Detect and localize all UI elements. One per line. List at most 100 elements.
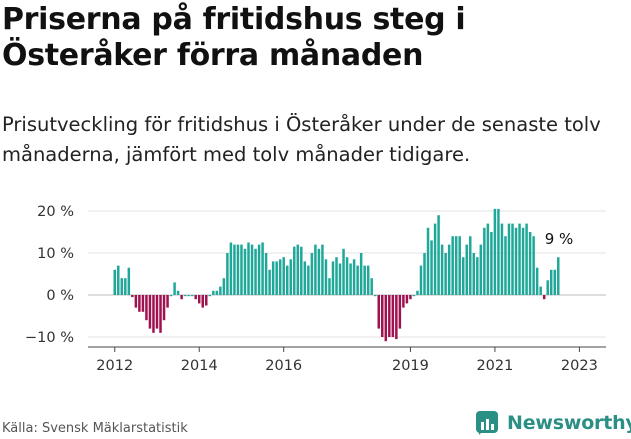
x-tick-label: 2014 <box>181 358 218 374</box>
bar <box>363 265 366 295</box>
bar <box>493 208 497 295</box>
bar <box>222 278 226 295</box>
bar <box>134 295 138 308</box>
bar <box>314 244 317 295</box>
y-tick-label: 10 % <box>37 246 74 262</box>
bar <box>155 295 159 329</box>
bar <box>373 295 377 297</box>
bar <box>359 253 363 295</box>
bar <box>240 244 243 295</box>
x-tick-label: 2016 <box>265 358 302 374</box>
bar <box>490 232 493 295</box>
x-tick-label: 2021 <box>476 358 513 374</box>
bar <box>148 295 152 329</box>
bar <box>180 295 183 300</box>
bar <box>409 295 412 300</box>
bar <box>212 290 215 295</box>
bar <box>194 295 197 300</box>
bar <box>525 223 528 295</box>
bar <box>261 242 264 295</box>
y-tick-label: 20 % <box>37 204 74 220</box>
bar <box>285 265 289 295</box>
bar <box>395 295 398 340</box>
bar <box>356 265 359 295</box>
bar <box>152 295 155 333</box>
y-tick-label: −10 % <box>25 330 74 346</box>
bar <box>289 259 292 295</box>
bar <box>120 278 124 295</box>
bar <box>419 265 423 295</box>
bar <box>391 295 395 337</box>
bar <box>300 246 303 295</box>
bar <box>205 295 208 306</box>
bar <box>229 242 233 295</box>
source-note: Källa: Svensk Mäklarstatistik <box>2 421 188 436</box>
bar <box>335 257 338 295</box>
page-title: Priserna på fritidshus steg i Österåker … <box>2 2 466 73</box>
bar <box>370 278 373 295</box>
bar <box>310 253 314 295</box>
bar <box>247 242 250 295</box>
bar <box>440 244 444 295</box>
bar <box>254 248 257 295</box>
newsworthy-logo-text: Newsworthy <box>507 412 631 434</box>
bar <box>518 223 521 295</box>
bar <box>138 295 141 312</box>
bar <box>317 248 321 295</box>
bar <box>451 236 454 295</box>
bar <box>402 295 405 308</box>
bar <box>208 295 212 297</box>
bar <box>271 261 275 295</box>
bar <box>201 295 204 308</box>
bar <box>504 236 507 295</box>
chart-labels: 20 % 10 % 0 % −10 % 2012 2014 2016 2019 2021 2023… <box>25 204 598 374</box>
bar-chart: 20 % 10 % 0 % −10 % 2012 2014 2016 2019 2021 2023… <box>25 204 606 374</box>
x-tick-label: 2019 <box>392 358 429 374</box>
bar <box>469 236 472 295</box>
bar <box>127 267 131 295</box>
bar <box>268 269 271 295</box>
bar <box>190 295 194 297</box>
bar <box>307 265 310 295</box>
chart-axes <box>88 346 606 352</box>
bar <box>500 223 504 295</box>
bar <box>349 263 352 295</box>
bar <box>412 295 416 297</box>
bar <box>159 295 162 333</box>
bar <box>514 227 518 295</box>
bar <box>169 295 173 297</box>
bar <box>521 227 525 295</box>
bar <box>215 290 219 295</box>
latest-value-annotation: 9 % <box>545 230 574 248</box>
bar <box>293 246 296 295</box>
bar <box>479 244 483 295</box>
bar <box>535 267 539 295</box>
bar <box>117 265 120 295</box>
bar <box>278 259 282 295</box>
bar <box>557 257 560 295</box>
bar <box>388 295 391 337</box>
x-tick-label: 2023 <box>561 358 598 374</box>
bar <box>381 295 384 337</box>
bar <box>264 253 268 295</box>
bar <box>226 253 229 295</box>
bar <box>539 286 542 295</box>
bar <box>507 223 511 295</box>
bar <box>483 227 486 295</box>
bar <box>532 236 535 295</box>
bar <box>398 295 402 329</box>
bar <box>476 257 479 295</box>
newsworthy-logo[interactable]: Newsworthy <box>475 408 631 438</box>
bar <box>282 257 285 295</box>
bar <box>166 295 169 308</box>
bar <box>275 261 278 295</box>
bar <box>433 223 437 295</box>
bar <box>324 259 328 295</box>
bar <box>141 295 145 312</box>
page-subtitle: Prisutveckling för fritidshus i Österåke… <box>2 113 601 166</box>
y-tick-label: 0 % <box>46 288 74 304</box>
bar <box>430 240 433 295</box>
bar <box>183 295 187 297</box>
bar <box>338 263 342 295</box>
bar <box>257 244 261 295</box>
